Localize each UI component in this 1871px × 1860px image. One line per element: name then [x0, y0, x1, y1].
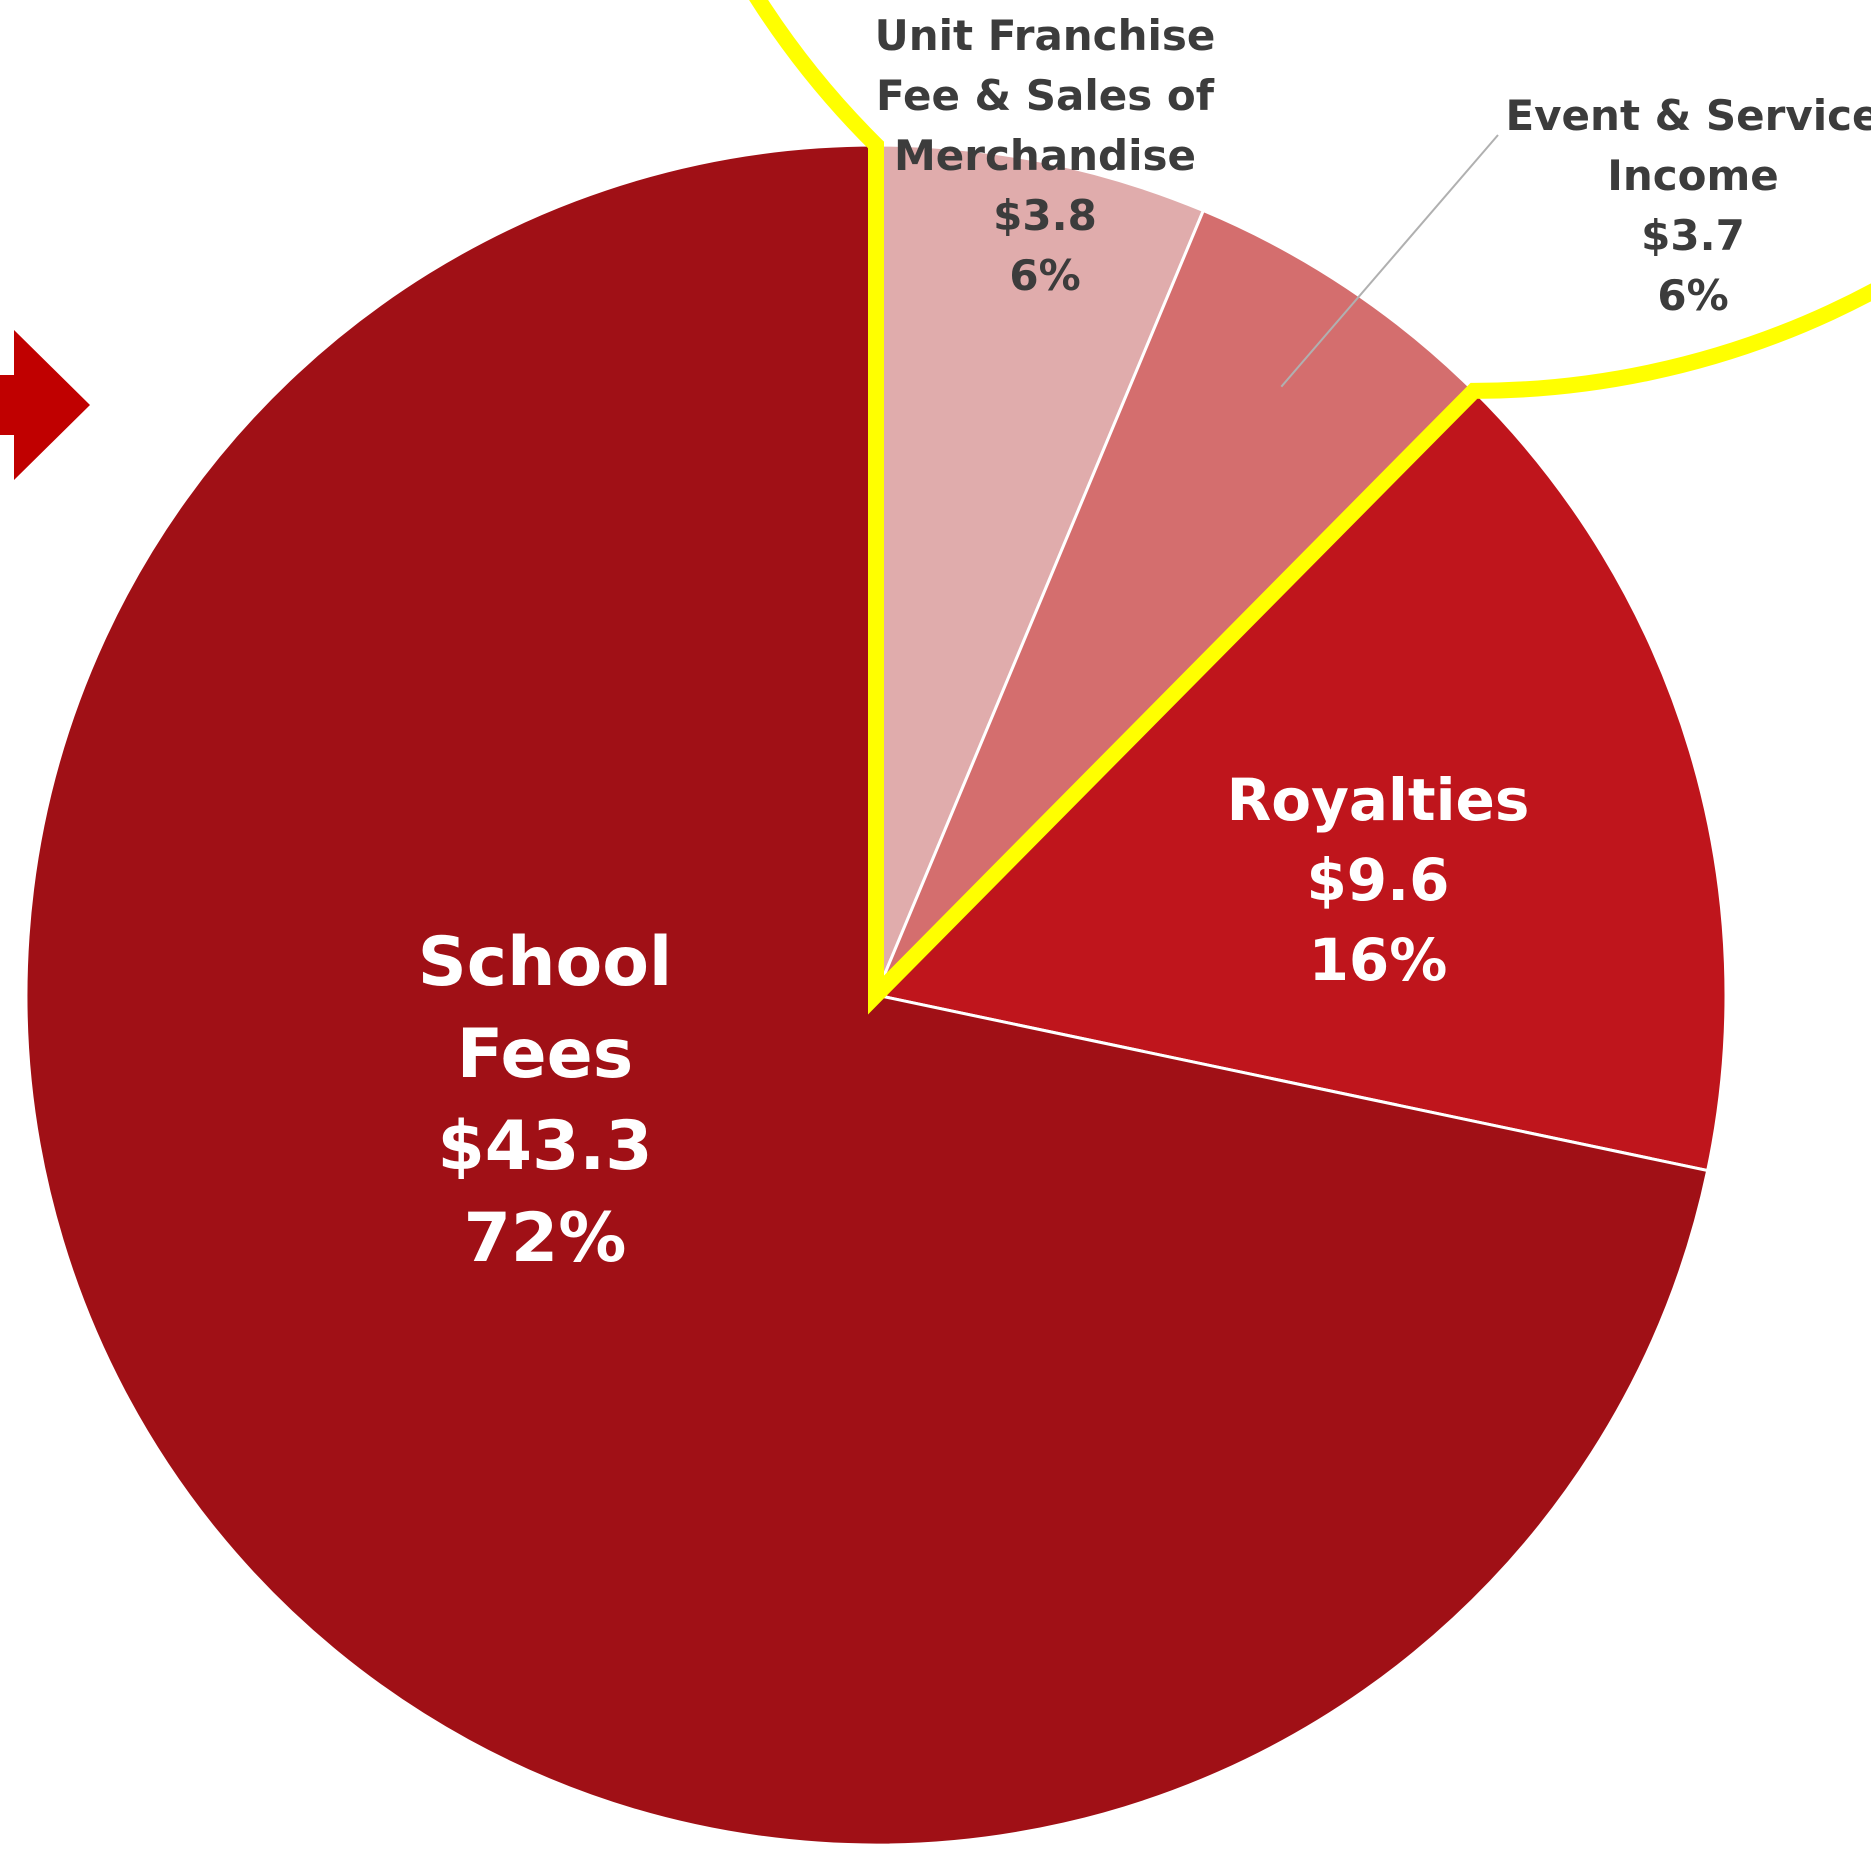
data-label-unit-franchise-fee-sales-of-merchandise-line-2: Merchandise [894, 131, 1196, 180]
data-label-event-service-income-percent: 6% [1657, 271, 1728, 320]
pie-slice-royalties [872, 388, 1728, 1173]
data-label-school-fees-line-0: School [418, 923, 672, 1002]
data-label-event-service-income-line-1: Income [1607, 151, 1779, 200]
data-label-school-fees-line-1: Fees [457, 1015, 633, 1094]
data-label-royalties-line-0: Royalties [1227, 766, 1530, 834]
data-label-unit-franchise-fee-sales-of-merchandise-line-0: Unit Franchise [875, 11, 1216, 60]
leader-line [1280, 134, 1499, 388]
pie-slice-unit-franchise-fee-sales-of-merchandise [874, 143, 1206, 996]
data-label-event-service-income-value: $3.7 [1641, 211, 1745, 260]
data-label-school-fees-value: $43.3 [437, 1107, 652, 1186]
pie-slice-school-fees [24, 143, 1710, 1847]
pie-slice-event-service-income [874, 208, 1477, 997]
data-label-unit-franchise-fee-sales-of-merchandise-value: $3.8 [993, 191, 1097, 240]
arrow-right-icon [0, 330, 90, 480]
data-label-unit-franchise-fee-sales-of-merchandise-percent: 6% [1009, 251, 1080, 300]
data-label-event-service-income-line-0: Event & Service [1505, 91, 1871, 140]
data-label-unit-franchise-fee-sales-of-merchandise-line-1: Fee & Sales of [876, 71, 1215, 120]
data-label-royalties-value: $9.6 [1306, 846, 1449, 914]
data-label-royalties-percent: 16% [1309, 926, 1448, 994]
data-label-school-fees-percent: 72% [464, 1199, 627, 1278]
